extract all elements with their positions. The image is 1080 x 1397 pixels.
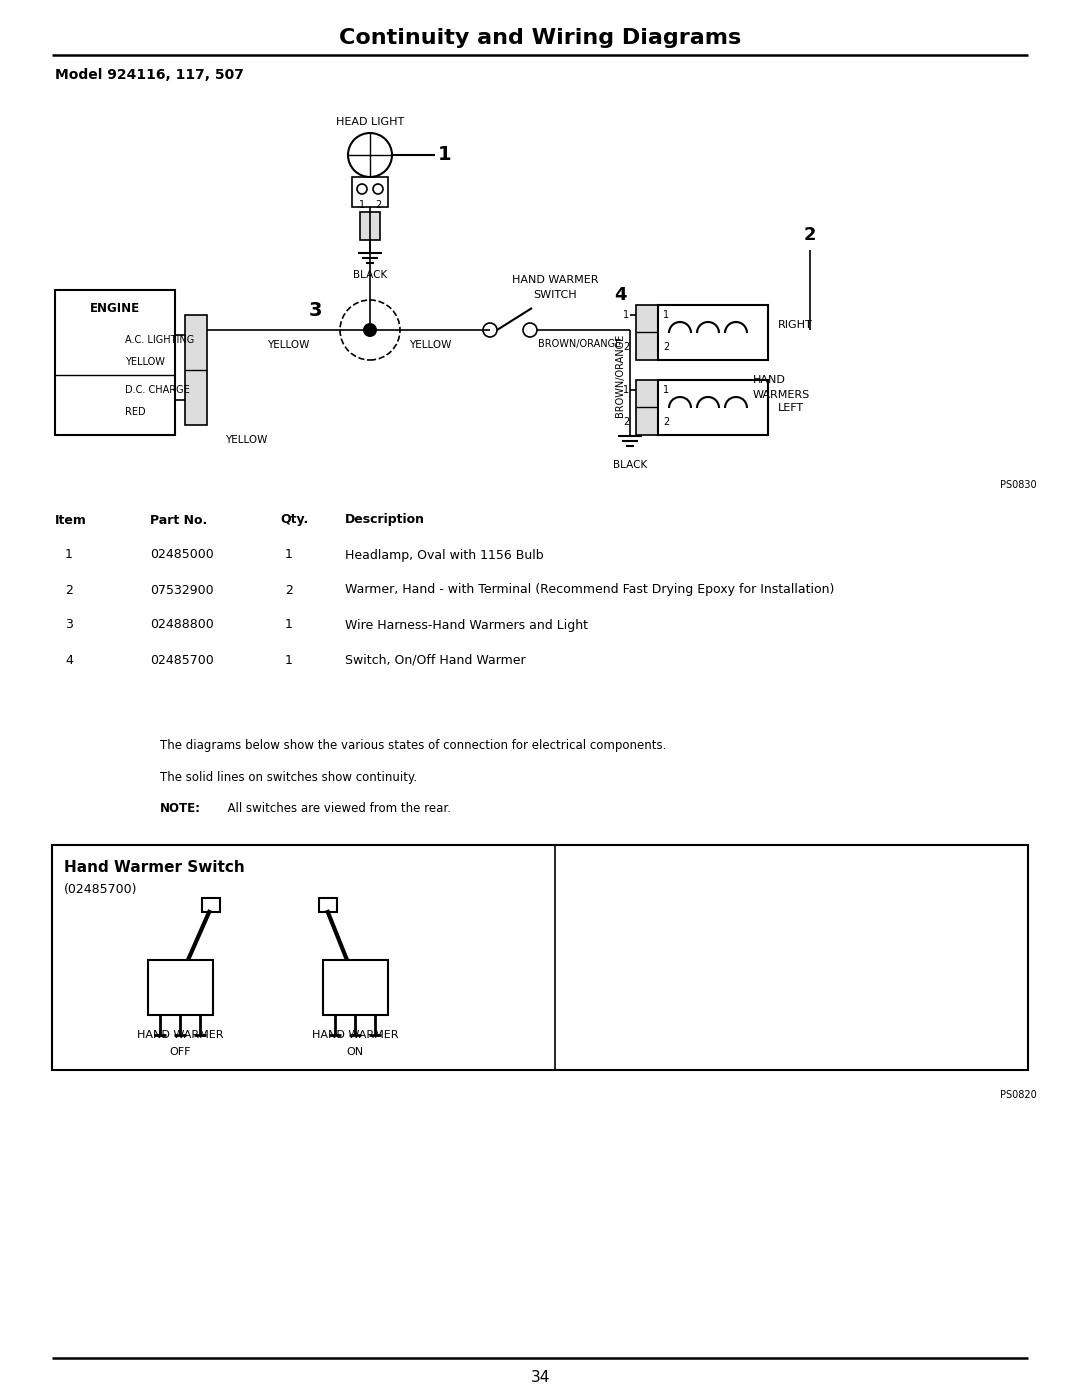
Text: YELLOW: YELLOW — [409, 339, 451, 351]
Bar — [148, 960, 213, 1016]
Text: BROWN/ORANGE: BROWN/ORANGE — [615, 334, 625, 416]
Text: 3: 3 — [65, 619, 72, 631]
Text: Hand Warmer Switch: Hand Warmer Switch — [64, 859, 245, 875]
Text: RIGHT: RIGHT — [778, 320, 813, 330]
Text: ENGINE: ENGINE — [90, 302, 140, 314]
Text: LEFT: LEFT — [778, 402, 805, 414]
Text: 1: 1 — [438, 145, 451, 165]
Text: PS0830: PS0830 — [1000, 481, 1037, 490]
Text: 34: 34 — [530, 1370, 550, 1386]
Text: D.C. CHARGE: D.C. CHARGE — [125, 386, 190, 395]
Bar — [360, 212, 380, 240]
Text: 02485000: 02485000 — [150, 549, 214, 562]
Text: 2: 2 — [65, 584, 72, 597]
Text: BROWN/ORANGE: BROWN/ORANGE — [538, 339, 622, 349]
Bar — [323, 960, 388, 1016]
Bar — [55, 291, 175, 434]
Circle shape — [363, 323, 377, 337]
Text: WARMERS: WARMERS — [753, 390, 810, 400]
Text: 1: 1 — [65, 549, 72, 562]
Text: 4: 4 — [65, 654, 72, 666]
Text: Headlamp, Oval with 1156 Bulb: Headlamp, Oval with 1156 Bulb — [345, 549, 543, 562]
Text: 1: 1 — [663, 310, 670, 320]
Bar — [636, 380, 658, 434]
Text: Model 924116, 117, 507: Model 924116, 117, 507 — [55, 68, 244, 82]
Text: BLACK: BLACK — [612, 460, 647, 469]
Text: HEAD LIGHT: HEAD LIGHT — [336, 117, 404, 127]
Text: Qty.: Qty. — [280, 514, 308, 527]
Text: PS0820: PS0820 — [1000, 1090, 1037, 1099]
Text: 2: 2 — [623, 342, 630, 352]
Text: Warmer, Hand - with Terminal (Recommend Fast Drying Epoxy for Installation): Warmer, Hand - with Terminal (Recommend … — [345, 584, 835, 597]
Text: 2: 2 — [804, 226, 816, 244]
Text: YELLOW: YELLOW — [125, 358, 165, 367]
Text: 4: 4 — [613, 286, 626, 305]
Text: 1: 1 — [285, 549, 293, 562]
Text: HAND: HAND — [753, 374, 786, 386]
Text: 2: 2 — [375, 200, 381, 210]
Bar — [185, 314, 207, 425]
Bar — [658, 305, 768, 360]
Bar — [202, 898, 220, 912]
Text: Continuity and Wiring Diagrams: Continuity and Wiring Diagrams — [339, 28, 741, 47]
Bar — [319, 898, 337, 912]
Text: 1: 1 — [623, 310, 629, 320]
Text: Wire Harness-Hand Warmers and Light: Wire Harness-Hand Warmers and Light — [345, 619, 588, 631]
Bar — [658, 380, 768, 434]
Text: HAND WARMER: HAND WARMER — [312, 1030, 399, 1039]
Text: 1: 1 — [359, 200, 365, 210]
Text: Switch, On/Off Hand Warmer: Switch, On/Off Hand Warmer — [345, 654, 526, 666]
Text: 2: 2 — [663, 416, 670, 427]
Text: ON: ON — [347, 1046, 364, 1058]
Text: HAND WARMER: HAND WARMER — [512, 275, 598, 285]
Text: 02485700: 02485700 — [150, 654, 214, 666]
Text: A.C. LIGHTING: A.C. LIGHTING — [125, 335, 194, 345]
Text: The solid lines on switches show continuity.: The solid lines on switches show continu… — [160, 771, 417, 784]
Text: (02485700): (02485700) — [64, 883, 137, 895]
Text: 3: 3 — [308, 300, 322, 320]
Text: 07532900: 07532900 — [150, 584, 214, 597]
Text: The diagrams below show the various states of connection for electrical componen: The diagrams below show the various stat… — [160, 739, 666, 752]
Text: YELLOW: YELLOW — [267, 339, 309, 351]
Bar — [636, 305, 658, 360]
Text: YELLOW: YELLOW — [225, 434, 267, 446]
Bar — [352, 177, 388, 207]
Text: 1: 1 — [285, 619, 293, 631]
Text: BLACK: BLACK — [353, 270, 387, 279]
Text: RED: RED — [125, 407, 146, 416]
Text: NOTE:: NOTE: — [160, 802, 201, 816]
Text: 02488800: 02488800 — [150, 619, 214, 631]
Text: Description: Description — [345, 514, 426, 527]
Text: SWITCH: SWITCH — [534, 291, 577, 300]
Text: 2: 2 — [623, 416, 630, 427]
Text: 1: 1 — [285, 654, 293, 666]
Text: 1: 1 — [623, 386, 629, 395]
Text: Part No.: Part No. — [150, 514, 207, 527]
Text: 2: 2 — [285, 584, 293, 597]
Text: All switches are viewed from the rear.: All switches are viewed from the rear. — [220, 802, 451, 816]
Text: 1: 1 — [663, 386, 670, 395]
Bar — [52, 845, 1028, 1070]
Text: Item: Item — [55, 514, 86, 527]
Text: 2: 2 — [663, 342, 670, 352]
Text: OFF: OFF — [170, 1046, 191, 1058]
Text: HAND WARMER: HAND WARMER — [137, 1030, 224, 1039]
